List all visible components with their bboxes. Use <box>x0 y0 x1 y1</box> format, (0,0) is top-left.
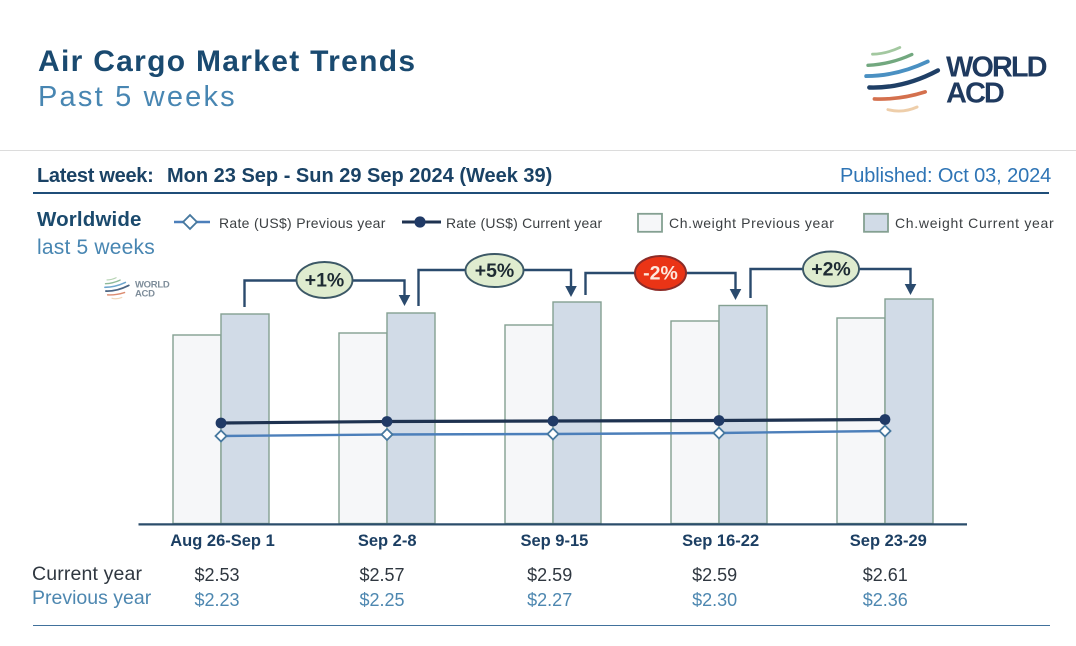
svg-text:WORLD: WORLD <box>135 280 170 291</box>
svg-text:+5%: +5% <box>475 260 515 282</box>
svg-text:-2%: -2% <box>643 263 678 285</box>
svg-text:WORLD: WORLD <box>946 52 1047 84</box>
svg-text:+1%: +1% <box>305 270 345 292</box>
svg-text:ACD: ACD <box>135 289 155 300</box>
svg-text:ACD: ACD <box>946 78 1004 110</box>
svg-text:+2%: +2% <box>811 259 851 281</box>
